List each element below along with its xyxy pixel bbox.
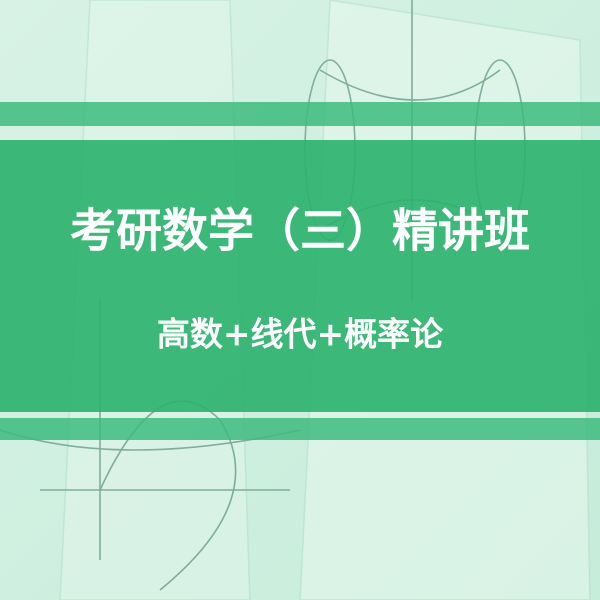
bottom-stripe [0, 418, 600, 440]
title: 考研数学（三）精讲班 [70, 204, 530, 258]
green-band [0, 140, 600, 412]
top-stripe [0, 102, 600, 126]
surface-curve [319, 69, 501, 101]
subtitle: 高数+线代+概率论 [157, 315, 444, 354]
